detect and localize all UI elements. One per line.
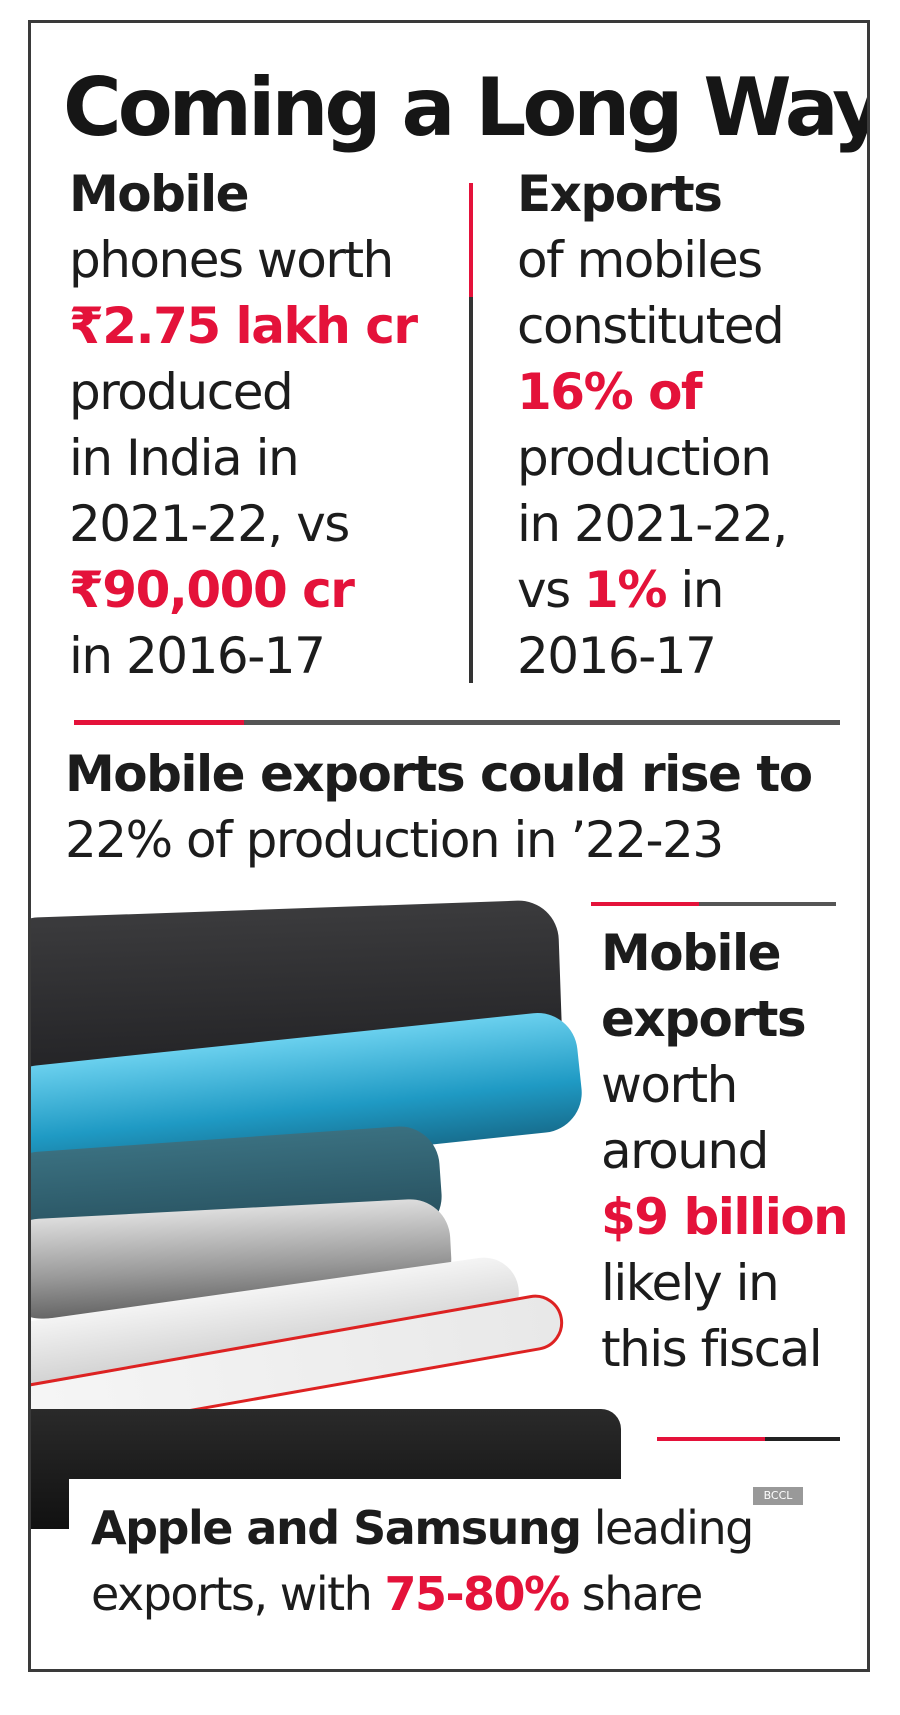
bottom-line-2: exports, with 75-80% share bbox=[91, 1561, 753, 1627]
text: share bbox=[568, 1567, 704, 1621]
right-line-3: constituted bbox=[517, 297, 785, 355]
section-rule bbox=[74, 720, 840, 725]
side-line-1: Mobile bbox=[601, 924, 782, 982]
middle-line-1: Mobile exports could rise to bbox=[65, 745, 813, 803]
column-divider bbox=[469, 183, 473, 683]
left-line-5: in India in bbox=[69, 429, 300, 487]
left-line-4: produced bbox=[69, 363, 294, 421]
side-line-7: this fiscal bbox=[601, 1320, 823, 1378]
side-line-6: likely in bbox=[601, 1254, 780, 1312]
text: in bbox=[665, 561, 724, 619]
side-rule-bottom bbox=[657, 1437, 840, 1441]
side-line-3: worth bbox=[601, 1056, 738, 1114]
side-line-2: exports bbox=[601, 990, 807, 1048]
text: leading bbox=[580, 1501, 755, 1555]
side-line-5: $9 billion bbox=[601, 1188, 849, 1246]
middle-text: Mobile exports could rise to 22% of prod… bbox=[65, 741, 813, 873]
right-line-7: vs 1% in bbox=[517, 557, 787, 623]
highlight: 1% bbox=[584, 561, 667, 619]
right-line-4: 16% of bbox=[517, 363, 703, 421]
right-line-6: in 2021-22, bbox=[517, 495, 788, 553]
highlight: 75-80% bbox=[384, 1567, 570, 1621]
right-line-1: Exports bbox=[517, 165, 723, 223]
left-line-3: ₹2.75 lakh cr bbox=[69, 297, 418, 355]
bottom-line-1: Apple and Samsung leading bbox=[91, 1495, 755, 1561]
left-line-8: in 2016-17 bbox=[69, 627, 326, 685]
left-line-2: phones worth bbox=[69, 231, 394, 289]
side-rule-top bbox=[591, 902, 836, 906]
headline: Coming a Long Way bbox=[63, 61, 870, 154]
watermark-badge: BCCL bbox=[753, 1487, 803, 1505]
left-line-1: Mobile bbox=[69, 165, 250, 223]
right-line-8: 2016-17 bbox=[517, 627, 717, 685]
bottom-callout: Apple and Samsung leading exports, with … bbox=[69, 1479, 867, 1649]
middle-line-2: 22% of production in ’22-23 bbox=[65, 811, 724, 869]
side-note: Mobile exports worth around $9 billion l… bbox=[601, 920, 867, 1382]
text: exports, with bbox=[91, 1567, 385, 1621]
left-line-7: ₹90,000 cr bbox=[69, 561, 355, 619]
infographic-frame: Coming a Long Way Mobile phones worth ₹2… bbox=[28, 20, 870, 1672]
left-line-6: 2021-22, vs bbox=[69, 495, 350, 553]
right-line-5: production bbox=[517, 429, 772, 487]
left-column: Mobile phones worth ₹2.75 lakh cr produc… bbox=[69, 161, 418, 689]
right-column: Exports of mobiles constituted 16% of pr… bbox=[517, 161, 788, 689]
bottom-text: Apple and Samsung leading exports, with … bbox=[91, 1495, 755, 1627]
bold-text: Apple and Samsung bbox=[91, 1501, 582, 1555]
text: vs bbox=[517, 561, 585, 619]
side-line-4: around bbox=[601, 1122, 769, 1180]
right-line-2: of mobiles bbox=[517, 231, 763, 289]
